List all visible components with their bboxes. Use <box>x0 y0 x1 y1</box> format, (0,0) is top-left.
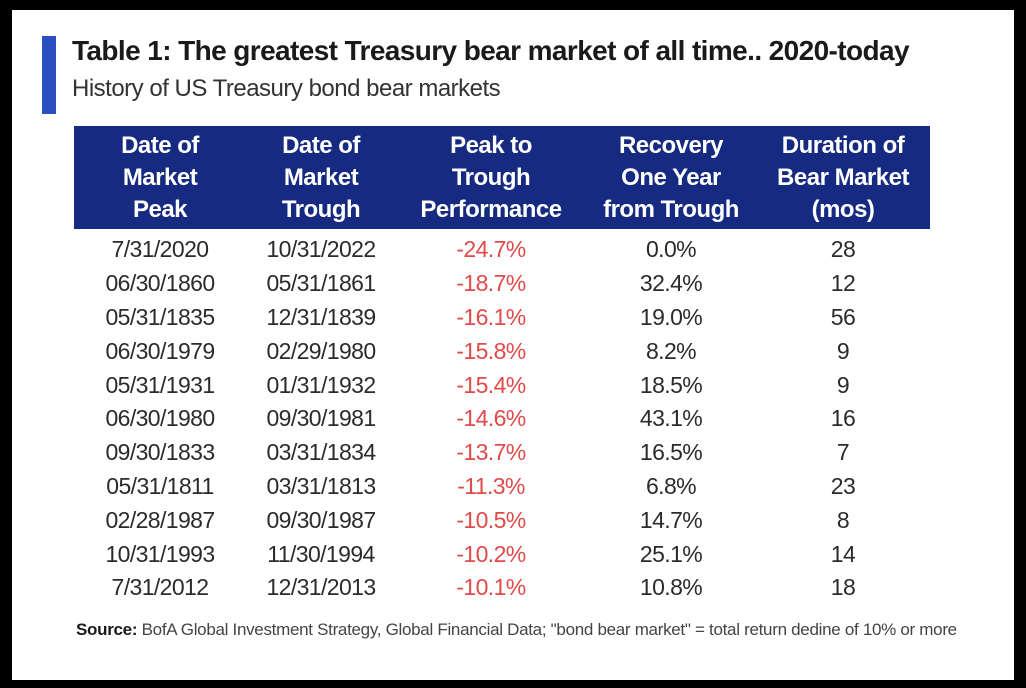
table-row: 10/31/1993 11/30/1994 -10.2% 25.1% 14 <box>74 537 930 571</box>
table-row: 02/28/1987 09/30/1987 -10.5% 14.7% 8 <box>74 503 930 537</box>
table-cell: -10.1% <box>456 574 526 601</box>
table-cell: -13.7% <box>456 439 526 466</box>
table-row: 06/30/1979 02/29/1980 -15.8% 8.2% 9 <box>74 334 930 368</box>
table-cell: 56 <box>830 303 856 330</box>
table-cell: 10.8% <box>639 574 703 601</box>
column-header: Recovery One Year from Trough <box>603 131 739 223</box>
table-body: 7/31/2020 10/31/2022 -24.7% 0.0% 28 06/30/186… <box>74 229 930 605</box>
table-cell: 12 <box>830 270 856 297</box>
table-cell: 25.1% <box>639 540 703 567</box>
source-note: Source: BofA Global Investment Strategy,… <box>76 616 976 644</box>
column-header: Date of Market Trough <box>281 131 361 223</box>
table-cell: 11/30/1994 <box>267 540 375 567</box>
table-cell: 28 <box>830 236 856 263</box>
table-cell: 06/30/1980 <box>105 405 215 432</box>
table-cell: -10.5% <box>456 506 526 533</box>
table-cell: -15.8% <box>456 337 526 364</box>
table-cell: -18.7% <box>456 270 526 297</box>
table-cell: 9 <box>836 371 850 398</box>
table-row: 7/31/2012 12/31/2013 -10.1% 10.8% 18 <box>74 571 930 605</box>
table-cell: 18.5% <box>639 371 703 398</box>
title-accent-bar <box>42 36 56 114</box>
table-cell: 06/30/1860 <box>105 270 215 297</box>
table-row: 05/31/1931 01/31/1932 -15.4% 18.5% 9 <box>74 368 930 402</box>
table-cell: -14.6% <box>456 405 526 432</box>
table-cell: 09/30/1987 <box>266 506 376 533</box>
table-cell: 23 <box>830 472 856 499</box>
table-cell: 05/31/1931 <box>105 371 215 398</box>
table-cell: 0.0% <box>645 236 697 263</box>
table-cell: 01/31/1932 <box>266 371 376 398</box>
table-cell: 18 <box>830 574 856 601</box>
table-row: 06/30/1980 09/30/1981 -14.6% 43.1% 16 <box>74 402 930 436</box>
table-cell: 8.2% <box>645 337 697 364</box>
table-cell: 05/31/1811 <box>106 472 214 499</box>
table-cell: 8 <box>836 506 850 533</box>
table-cell: 9 <box>836 337 850 364</box>
table-cell: 02/29/1980 <box>266 337 376 364</box>
table-cell: 7 <box>836 439 850 466</box>
table-cell: 32.4% <box>639 270 703 297</box>
table-row: 06/30/1860 05/31/1861 -18.7% 32.4% 12 <box>74 267 930 301</box>
page-title: Table 1: The greatest Treasury bear mark… <box>72 35 910 66</box>
table-cell: 7/31/2012 <box>111 574 210 601</box>
table-cell: -10.2% <box>456 540 526 567</box>
table-cell: 14 <box>830 540 856 567</box>
table-cell: 03/31/1834 <box>266 439 376 466</box>
source-text: BofA Global Investment Strategy, Global … <box>137 620 958 639</box>
page-subtitle: History of US Treasury bond bear markets <box>72 75 501 102</box>
table-cell: 12/31/1839 <box>266 303 376 330</box>
source-label: Source: <box>76 620 138 639</box>
table-cell: 10/31/1993 <box>105 540 215 567</box>
column-header: Date of Market Peak <box>121 131 199 223</box>
table-cell: 6.8% <box>645 472 697 499</box>
bear-market-table: Date of Market Peak Date of Market Trough… <box>74 126 930 605</box>
table-cell: 09/30/1981 <box>266 405 376 432</box>
table-cell: -24.7% <box>456 236 526 263</box>
table-cell: -11.3% <box>457 472 525 499</box>
table-cell: 43.1% <box>639 405 703 432</box>
table-cell: 05/31/1835 <box>105 303 215 330</box>
table-cell: 14.7% <box>639 506 703 533</box>
table-cell: -16.1% <box>456 303 526 330</box>
table-row: 7/31/2020 10/31/2022 -24.7% 0.0% 28 <box>74 233 930 267</box>
table-cell: 03/31/1813 <box>266 472 376 499</box>
table-cell: 7/31/2020 <box>111 236 210 263</box>
table-cell: 05/31/1861 <box>266 270 376 297</box>
table-cell: 06/30/1979 <box>105 337 215 364</box>
column-header: Duration of Bear Market (mos) <box>777 131 909 223</box>
table-cell: 16.5% <box>639 439 703 466</box>
column-header: Peak to Trough Performance <box>420 131 562 223</box>
table-cell: 16 <box>830 405 856 432</box>
table-cell: 09/30/1833 <box>105 439 215 466</box>
table-header: Date of Market Peak Date of Market Trough… <box>74 126 930 229</box>
table-cell: -15.4% <box>456 371 526 398</box>
table-cell: 02/28/1987 <box>105 506 215 533</box>
table-cell: 10/31/2022 <box>266 236 376 263</box>
table-cell: 19.0% <box>639 303 703 330</box>
table-row: 09/30/1833 03/31/1834 -13.7% 16.5% 7 <box>74 436 930 470</box>
table-cell: 12/31/2013 <box>266 574 376 601</box>
table-row: 05/31/1835 12/31/1839 -16.1% 19.0% 56 <box>74 301 930 335</box>
table-row: 05/31/1811 03/31/1813 -11.3% 6.8% 23 <box>74 470 930 504</box>
table-figure: Table 1: The greatest Treasury bear mark… <box>12 10 1014 680</box>
